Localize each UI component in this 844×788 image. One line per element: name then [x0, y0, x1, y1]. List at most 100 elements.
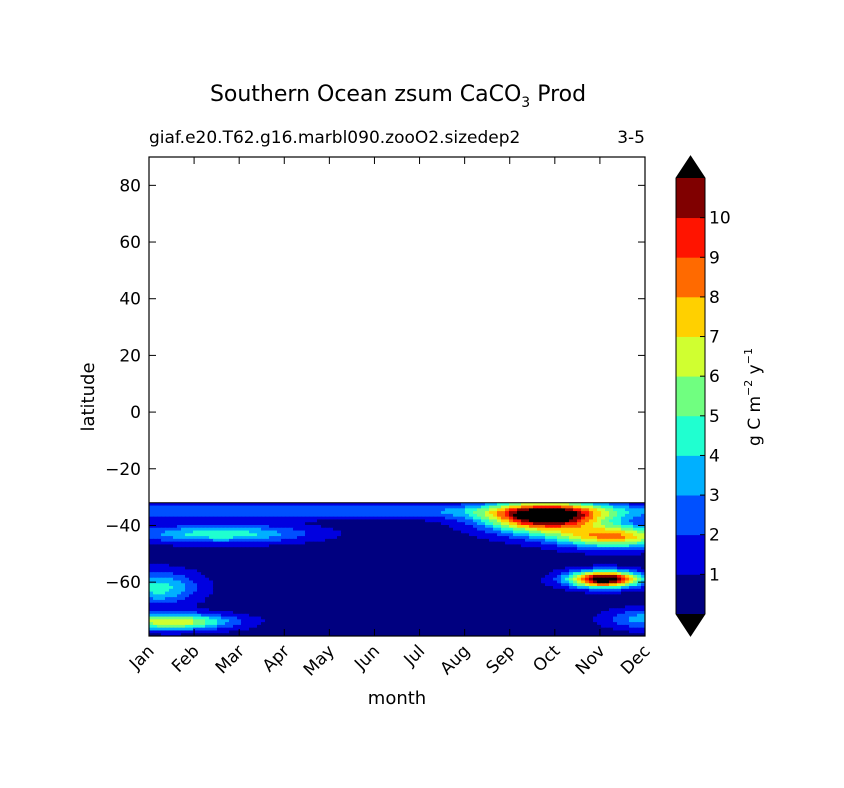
heatmap-cell	[305, 583, 310, 587]
heatmap-cell	[177, 502, 182, 507]
heatmap-cell	[421, 547, 426, 551]
heatmap-cell	[225, 541, 230, 546]
heatmap-cell	[241, 611, 246, 615]
heatmap-cell	[249, 516, 254, 521]
heatmap-cell	[401, 561, 406, 565]
heatmap-cell	[541, 538, 546, 543]
heatmap-cell	[365, 527, 370, 532]
heatmap-cell	[589, 536, 594, 540]
heatmap-cell	[413, 563, 418, 568]
heatmap-cell	[385, 533, 390, 537]
heatmap-cell	[285, 566, 290, 570]
heatmap-cell	[353, 544, 358, 548]
heatmap-cell	[381, 555, 386, 559]
heatmap-cell	[441, 536, 446, 540]
heatmap-cell	[293, 586, 298, 590]
heatmap-cell	[217, 508, 222, 512]
heatmap-cell	[157, 563, 162, 568]
heatmap-cell	[485, 577, 490, 582]
heatmap-cell	[497, 541, 502, 546]
heatmap-cell	[509, 508, 514, 512]
heatmap-cell	[529, 577, 534, 582]
heatmap-cell	[609, 508, 614, 512]
heatmap-cell	[613, 536, 618, 540]
heatmap-cell	[573, 530, 578, 534]
heatmap-cell	[593, 533, 598, 537]
heatmap-cell	[553, 583, 558, 587]
heatmap-cell	[521, 516, 526, 521]
heatmap-cell	[361, 505, 366, 509]
heatmap-cell	[389, 591, 394, 595]
heatmap-cell	[449, 611, 454, 615]
heatmap-cell	[569, 555, 574, 559]
heatmap-cell	[153, 505, 158, 509]
heatmap-cell	[189, 608, 194, 612]
heatmap-cell	[249, 566, 254, 570]
heatmap-cell	[637, 569, 642, 573]
heatmap-cell	[377, 569, 382, 573]
heatmap-cell	[385, 524, 390, 529]
heatmap-cell	[321, 524, 326, 529]
heatmap-cell	[281, 577, 286, 582]
heatmap-cell	[625, 505, 630, 509]
heatmap-cell	[593, 536, 598, 540]
heatmap-cell	[245, 580, 250, 584]
heatmap-cell	[445, 561, 450, 565]
heatmap-cell	[505, 513, 510, 518]
heatmap-cell	[209, 597, 214, 601]
heatmap-cell	[321, 505, 326, 509]
heatmap-cell	[285, 611, 290, 615]
heatmap-cell	[289, 558, 294, 562]
heatmap-cell	[609, 502, 614, 507]
heatmap-cell	[409, 541, 414, 546]
heatmap-cell	[225, 605, 230, 609]
heatmap-cell	[341, 591, 346, 595]
heatmap-cell	[385, 561, 390, 565]
heatmap-cell	[241, 505, 246, 509]
heatmap-cell	[265, 569, 270, 573]
heatmap-cell	[437, 558, 442, 562]
heatmap-cell	[369, 549, 374, 554]
heatmap-cell	[493, 608, 498, 612]
heatmap-cell	[237, 574, 242, 579]
heatmap-cell	[537, 574, 542, 579]
heatmap-cell	[329, 552, 334, 557]
heatmap-cell	[177, 505, 182, 509]
heatmap-cell	[249, 613, 254, 618]
heatmap-cell	[389, 586, 394, 590]
heatmap-cell	[449, 569, 454, 573]
heatmap-cell	[577, 527, 582, 532]
heatmap-cell	[153, 549, 158, 554]
heatmap-cell	[241, 541, 246, 546]
heatmap-cell	[313, 502, 318, 507]
heatmap-cell	[225, 536, 230, 540]
heatmap-cell	[573, 608, 578, 612]
heatmap-cell	[229, 613, 234, 618]
heatmap-cell	[277, 597, 282, 601]
heatmap-cell	[157, 611, 162, 615]
heatmap-cell	[449, 597, 454, 601]
heatmap-cell	[225, 519, 230, 523]
heatmap-cell	[233, 552, 238, 557]
heatmap-cell	[349, 588, 354, 593]
heatmap-cell	[353, 561, 358, 565]
heatmap-cell	[613, 513, 618, 518]
heatmap-cell	[357, 580, 362, 584]
heatmap-cell	[597, 588, 602, 593]
heatmap-cell	[341, 538, 346, 543]
heatmap-cell	[333, 519, 338, 523]
heatmap-cell	[297, 522, 302, 526]
heatmap-cell	[337, 513, 342, 518]
heatmap-cell	[225, 522, 230, 526]
heatmap-cell	[169, 519, 174, 523]
heatmap-cell	[409, 502, 414, 507]
heatmap-cell	[193, 597, 198, 601]
heatmap-cell	[325, 558, 330, 562]
heatmap-cell	[517, 591, 522, 595]
heatmap-cell	[537, 530, 542, 534]
heatmap-cell	[577, 572, 582, 576]
heatmap-cell	[369, 558, 374, 562]
heatmap-cell	[325, 602, 330, 607]
heatmap-cell	[449, 602, 454, 607]
heatmap-cell	[157, 613, 162, 618]
